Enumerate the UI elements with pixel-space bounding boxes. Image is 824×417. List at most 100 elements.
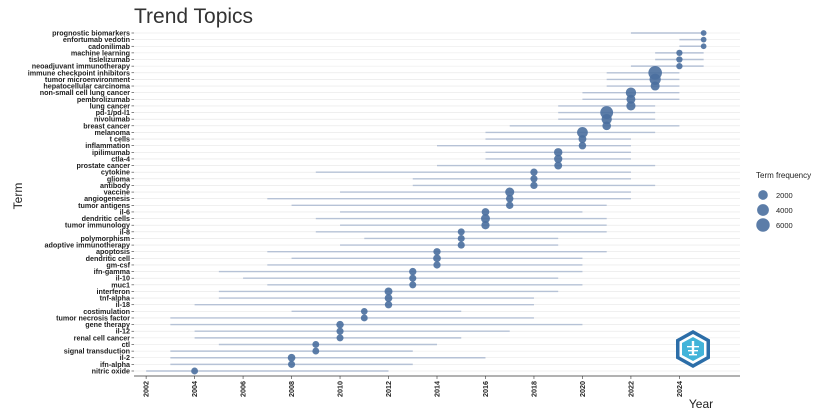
x-tick-label: 2006 — [239, 381, 248, 397]
term-label: tnf-alpha — [100, 294, 131, 303]
term-label: apoptosis — [96, 247, 130, 256]
x-axis-label: Year — [689, 397, 713, 411]
term-label: gm-csf — [106, 260, 130, 269]
term-label: non-small cell lung cancer — [40, 88, 130, 97]
term-point — [457, 234, 465, 242]
x-tick-label: 2010 — [336, 381, 345, 397]
term-label: t cells — [110, 135, 130, 144]
term-ranges — [146, 32, 704, 372]
term-label: interferon — [96, 287, 130, 296]
x-tick-label: 2012 — [384, 381, 393, 397]
term-label: cytokine — [101, 168, 130, 177]
term-point — [191, 367, 199, 375]
term-point — [384, 301, 393, 309]
term-label: tumor necrosis factor — [56, 313, 130, 322]
grid-lines — [134, 32, 740, 372]
term-point — [481, 221, 490, 230]
term-label: tislelizumab — [89, 55, 131, 64]
x-tick-label: 2014 — [433, 381, 442, 397]
term-label: inflammation — [85, 141, 130, 150]
term-label: cadonilimab — [88, 42, 131, 51]
x-tick-label: 2020 — [578, 381, 587, 397]
term-point — [553, 148, 563, 157]
term-label: il-18 — [116, 300, 130, 309]
term-point — [700, 30, 707, 36]
term-point — [626, 94, 636, 104]
term-label: costimulation — [83, 307, 130, 316]
term-label: ipilimumab — [92, 148, 131, 157]
term-label: ctl — [122, 340, 130, 349]
term-label: nivolumab — [94, 115, 131, 124]
term-label: il-12 — [116, 327, 130, 336]
term-label: angiogenesis — [84, 194, 130, 203]
term-point — [505, 187, 515, 197]
x-tick-label: 2008 — [287, 381, 296, 397]
legend-title: Term frequency — [756, 171, 811, 180]
legend-label: 2000 — [776, 191, 793, 200]
term-point — [601, 113, 612, 125]
term-label: dendritic cell — [86, 254, 130, 263]
term-point — [554, 154, 563, 164]
term-point — [700, 43, 707, 50]
term-point — [676, 49, 683, 57]
x-tick-label: 2004 — [190, 381, 199, 397]
x-tick-label: 2022 — [626, 381, 635, 397]
term-label: tumor microenvironment — [45, 75, 131, 84]
term-label: tumor antigens — [78, 201, 130, 210]
term-points — [191, 30, 707, 375]
term-label: vaccine — [104, 188, 130, 197]
bibliometrix-logo — [676, 330, 710, 368]
term-label: hepatocellular carcinoma — [43, 82, 131, 91]
term-label: renal cell cancer — [74, 333, 131, 342]
term-label: prognostic biomarkers — [52, 29, 130, 38]
term-point — [360, 307, 368, 315]
term-point — [287, 360, 296, 368]
term-label: prostate cancer — [76, 161, 130, 170]
term-point — [409, 274, 417, 282]
chart-title: Trend Topics — [134, 5, 253, 28]
term-point — [457, 241, 465, 249]
term-point — [336, 334, 344, 342]
term-point — [554, 161, 563, 170]
legend: Term frequency 2000 4000 6000 — [756, 171, 811, 232]
term-label: nitric oxide — [92, 367, 130, 376]
term-point — [650, 81, 660, 91]
term-label: tumor immunology — [65, 221, 130, 230]
term-point — [481, 214, 490, 224]
term-point — [409, 281, 417, 289]
term-point — [625, 87, 637, 98]
term-point — [506, 201, 514, 210]
term-point — [676, 56, 683, 63]
term-point — [409, 267, 417, 276]
x-tick-label: 2018 — [529, 381, 538, 397]
y-axis-label: Term — [11, 183, 25, 210]
term-point — [433, 254, 441, 263]
term-point — [481, 208, 490, 216]
term-label: dendritic cells — [82, 214, 130, 223]
term-point — [602, 121, 611, 131]
term-point — [676, 62, 683, 70]
term-point — [384, 287, 393, 296]
term-label: glioma — [107, 174, 131, 183]
term-point — [505, 194, 514, 203]
x-tick-label: 2002 — [142, 381, 151, 397]
term-label: ifn-gamma — [94, 267, 131, 276]
term-point — [287, 353, 296, 362]
term-label: gene therapy — [85, 320, 130, 329]
term-label: il-10 — [116, 274, 130, 283]
term-point — [384, 294, 393, 302]
term-label: enfortumab vedotin — [63, 35, 130, 44]
term-point — [700, 36, 707, 43]
term-point — [312, 347, 320, 355]
term-point — [336, 320, 344, 329]
term-point — [360, 314, 368, 322]
term-point — [530, 175, 538, 183]
term-point — [649, 73, 661, 85]
term-label: pembrolizumab — [77, 95, 131, 104]
term-point — [433, 261, 441, 269]
term-label: il-6 — [120, 207, 130, 216]
term-label: signal transduction — [64, 347, 130, 356]
x-axis: 2002 2004 2006 2008 2010 2012 2014 2016 2018 2020… — [134, 375, 740, 397]
